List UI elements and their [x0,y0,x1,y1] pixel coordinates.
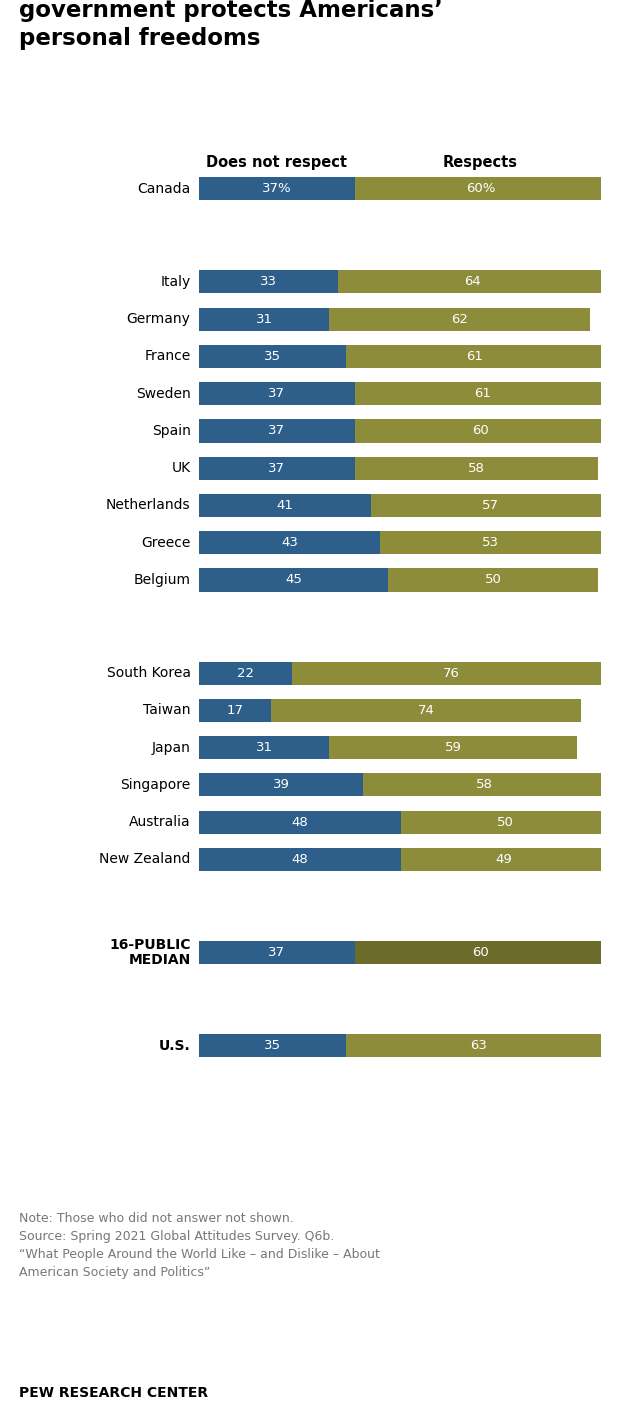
FancyBboxPatch shape [199,457,355,479]
FancyBboxPatch shape [401,848,606,871]
Text: 58: 58 [467,462,485,475]
FancyBboxPatch shape [199,662,291,685]
Text: 49: 49 [495,852,512,866]
Text: 31: 31 [256,742,273,754]
Text: 76: 76 [443,666,459,679]
Text: 60: 60 [472,424,489,438]
FancyBboxPatch shape [338,271,606,294]
FancyBboxPatch shape [199,420,355,442]
FancyBboxPatch shape [401,811,611,834]
FancyBboxPatch shape [199,345,346,369]
Text: Taiwan: Taiwan [143,703,190,718]
Text: 37: 37 [268,946,285,959]
Text: Respects: Respects [443,155,518,170]
FancyBboxPatch shape [199,736,329,759]
Text: 35: 35 [264,350,281,363]
FancyBboxPatch shape [199,177,355,200]
FancyBboxPatch shape [199,493,371,518]
Text: 57: 57 [482,499,499,512]
Text: 16-PUBLIC
MEDIAN: 16-PUBLIC MEDIAN [109,939,190,967]
Text: Greece: Greece [141,536,190,550]
FancyBboxPatch shape [291,662,611,685]
Text: 31: 31 [256,313,273,326]
FancyBboxPatch shape [355,942,606,964]
Text: Note: Those who did not answer not shown.
Source: Spring 2021 Global Attitudes S: Note: Those who did not answer not shown… [19,1212,379,1279]
FancyBboxPatch shape [346,1034,611,1058]
FancyBboxPatch shape [199,569,388,591]
Text: 37%: 37% [262,183,291,196]
Text: 35: 35 [264,1039,281,1052]
Text: New Zealand: New Zealand [99,852,190,866]
FancyBboxPatch shape [329,308,590,330]
FancyBboxPatch shape [199,811,401,834]
FancyBboxPatch shape [199,308,329,330]
FancyBboxPatch shape [270,699,581,722]
FancyBboxPatch shape [199,271,338,294]
Text: 59: 59 [445,742,461,754]
Text: South Korea: South Korea [107,666,190,681]
Text: Australia: Australia [129,815,190,830]
FancyBboxPatch shape [199,699,270,722]
FancyBboxPatch shape [355,457,598,479]
FancyBboxPatch shape [199,773,363,797]
Text: 50: 50 [497,815,514,828]
Text: Majorities in most places think the U.S.
government protects Americans’
personal: Majorities in most places think the U.S.… [19,0,527,50]
Text: Italy: Italy [161,275,190,289]
Text: 61: 61 [474,387,491,400]
Text: UK: UK [171,461,190,475]
Text: Does not respect: Does not respect [206,155,347,170]
Text: 33: 33 [260,275,277,288]
Text: 45: 45 [285,573,302,587]
Text: 22: 22 [237,666,254,679]
Text: 74: 74 [417,703,434,718]
Text: 48: 48 [291,815,308,828]
Text: U.S.: U.S. [159,1039,190,1052]
FancyBboxPatch shape [199,1034,346,1058]
FancyBboxPatch shape [199,942,355,964]
FancyBboxPatch shape [363,773,606,797]
FancyBboxPatch shape [199,848,401,871]
FancyBboxPatch shape [199,383,355,406]
Text: Belgium: Belgium [133,573,190,587]
Text: 64: 64 [464,275,480,288]
Text: 61: 61 [466,350,482,363]
FancyBboxPatch shape [355,177,606,200]
FancyBboxPatch shape [199,532,379,554]
FancyBboxPatch shape [388,569,598,591]
Text: 43: 43 [281,536,298,549]
Text: Japan: Japan [152,740,190,754]
Text: 48: 48 [291,852,308,866]
Text: 37: 37 [268,462,285,475]
Text: Germany: Germany [126,312,190,326]
Text: 37: 37 [268,424,285,438]
Text: Spain: Spain [152,424,190,438]
Text: Canada: Canada [137,182,190,196]
Text: 39: 39 [273,778,290,791]
Text: Netherlands: Netherlands [106,499,190,512]
Text: 17: 17 [226,703,244,718]
FancyBboxPatch shape [371,493,611,518]
FancyBboxPatch shape [346,345,602,369]
FancyBboxPatch shape [355,383,611,406]
Text: 50: 50 [485,573,502,587]
Text: PEW RESEARCH CENTER: PEW RESEARCH CENTER [19,1387,208,1400]
Text: 60: 60 [472,946,489,959]
Text: 53: 53 [482,536,499,549]
Text: Sweden: Sweden [136,387,190,401]
Text: 63: 63 [470,1039,487,1052]
Text: 41: 41 [277,499,294,512]
FancyBboxPatch shape [379,532,602,554]
FancyBboxPatch shape [355,420,606,442]
Text: Singapore: Singapore [120,778,190,791]
FancyBboxPatch shape [329,736,577,759]
Text: 37: 37 [268,387,285,400]
Text: 62: 62 [451,313,468,326]
Text: France: France [144,349,190,363]
Text: 58: 58 [476,778,493,791]
Text: 60%: 60% [466,183,495,196]
